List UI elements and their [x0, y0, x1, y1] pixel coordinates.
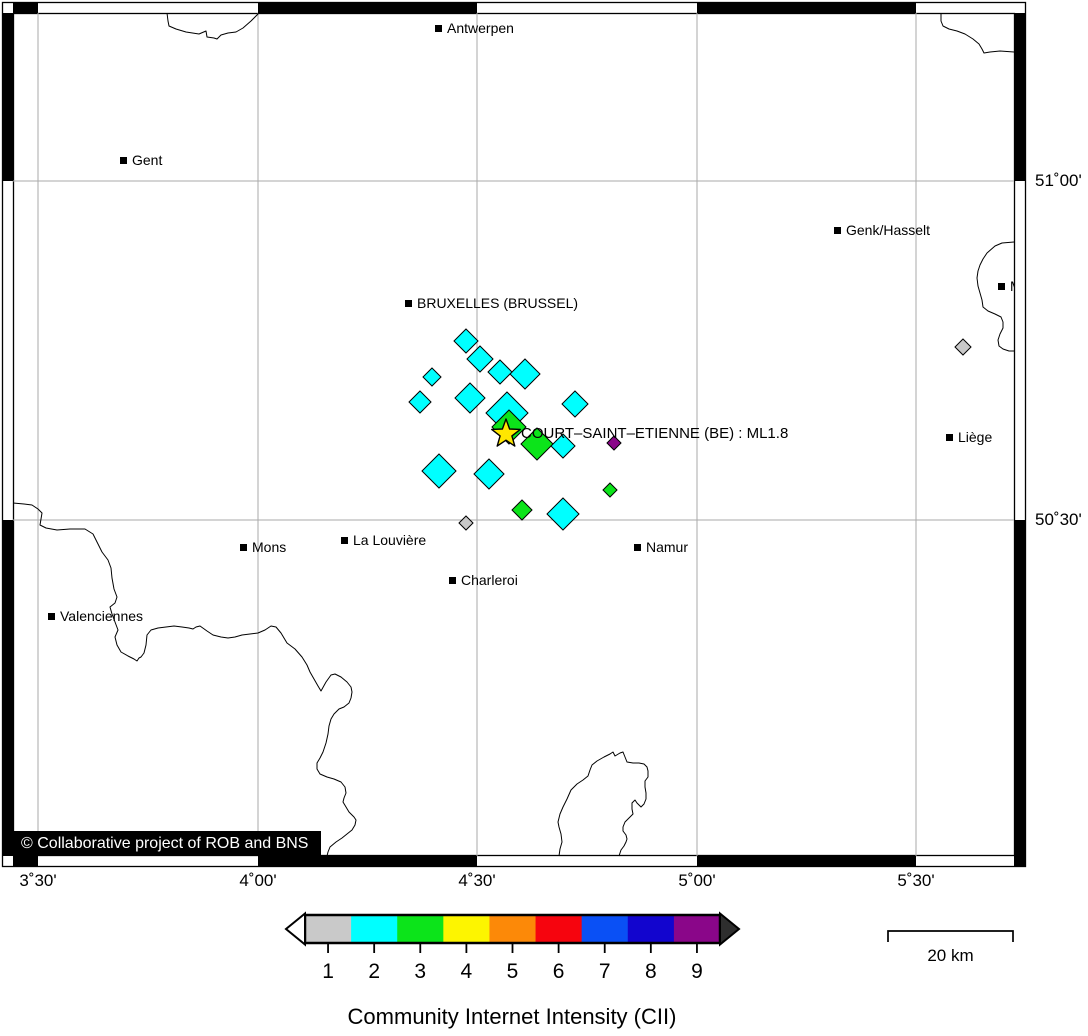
city-label: Liège [958, 429, 993, 445]
city-square-icon [634, 543, 641, 551]
intensity-diamond [520, 427, 554, 461]
intensity-diamond [561, 390, 589, 418]
colorbar-value-label: 4 [460, 960, 473, 983]
colorbar-value-label: 1 [322, 960, 334, 983]
x-axis-label: 5˚30' [897, 871, 935, 890]
colorbar-value-label: 7 [598, 960, 611, 983]
city-marker: Mons [240, 539, 286, 555]
colorbar-ticks [327, 944, 698, 953]
scalebar-label: 20 km [927, 946, 974, 965]
colorbar-cell [305, 915, 352, 943]
city-label: Antwerpen [447, 20, 514, 36]
city-square-icon [405, 299, 412, 307]
intensity-diamond [550, 433, 576, 459]
colorbar-cell [489, 915, 537, 943]
city-label: Gent [132, 152, 163, 168]
colorbar-value-label: 9 [691, 960, 703, 983]
city-label: La Louvière [353, 532, 427, 548]
intensity-diamond [453, 328, 479, 354]
border-france [12, 502, 357, 857]
x-axis-label: 3˚30' [19, 871, 57, 890]
colorbar-cell [673, 915, 721, 943]
intensity-diamond [422, 367, 442, 387]
city-label: Namur [646, 539, 689, 555]
intensity-diamond [954, 338, 972, 356]
map-area: Antwerpen Gent Genk/Hasselt M BRUXELLES (BRU… [13, 13, 1014, 856]
city-label: M [1010, 278, 1014, 294]
x-axis-label: 4˚00' [239, 871, 277, 890]
city-marker: Valenciennes [48, 608, 143, 624]
x-axis-label: 5˚00' [678, 871, 716, 890]
intensity-diamond [511, 499, 533, 521]
copyright-bar: © Collaborative project of ROB and BNS [13, 831, 321, 856]
colorbar-right-arrow-icon [719, 911, 741, 947]
graticule-gridlines [13, 13, 1014, 856]
epicenter-label: COURT–SAINT–ETIENNE (BE) : ML1.8 [521, 425, 789, 442]
x-axis-label: 4˚30' [458, 871, 496, 890]
cii-colorbar [284, 911, 741, 953]
city-marker: Gent [120, 152, 162, 168]
colorbar-cell [397, 915, 444, 943]
map-frame [1, 1, 1027, 868]
intensity-diamond [421, 453, 457, 489]
city-marker: Antwerpen [435, 20, 514, 36]
city-marker: Namur [634, 539, 688, 555]
colorbar-value-label: 5 [506, 960, 519, 983]
intensity-diamond [546, 497, 580, 531]
colorbar-cells [305, 915, 721, 943]
colorbar-cell [581, 915, 629, 943]
epicenter-star-icon [491, 418, 521, 447]
intensity-diamond [509, 358, 541, 390]
intensity-diamond [473, 458, 505, 490]
city-square-icon [435, 24, 442, 32]
city-label: Genk/Hasselt [846, 222, 931, 238]
colorbar-value-label: 3 [414, 960, 427, 983]
country-borders [12, 12, 1015, 857]
colorbar-cell [351, 915, 398, 943]
city-square-icon [240, 543, 247, 551]
city-square-icon [946, 433, 953, 441]
intensity-diamond [458, 515, 474, 531]
intensity-diamond [606, 435, 622, 451]
colorbar-cell [443, 915, 490, 943]
intensity-diamond [454, 382, 486, 414]
legend-title: Community Internet Intensity (CII) [347, 1004, 677, 1029]
city-label: Charleroi [461, 572, 518, 588]
city-square-icon [341, 536, 348, 544]
scalebar-bracket [887, 930, 1014, 942]
city-marker: Genk/Hasselt [834, 222, 930, 238]
city-marker: Charleroi [449, 572, 518, 588]
colorbar-left-arrow-icon [284, 911, 306, 947]
city-marker: Liège [946, 429, 992, 445]
colorbar-value-label: 2 [368, 960, 380, 983]
intensity-diamond [602, 482, 618, 498]
intensity-diamond [466, 345, 494, 373]
intensity-diamond [487, 359, 513, 385]
border-givet [557, 751, 649, 857]
colorbar-value-label: 8 [644, 960, 657, 983]
y-axis-label: 50˚30' [1035, 510, 1082, 529]
y-axis-label: 51˚00' [1035, 171, 1082, 190]
intensity-observations [408, 328, 972, 531]
city-label: BRUXELLES (BRUSSEL) [417, 295, 579, 311]
city-label: Mons [252, 539, 287, 555]
border-netherlands-west [166, 12, 260, 40]
city-label: Valenciennes [60, 608, 144, 624]
city-marker: La Louvière [341, 532, 426, 548]
colorbar-cell [535, 915, 583, 943]
city-square-icon [449, 576, 456, 584]
city-marker: M [998, 278, 1014, 294]
city-square-icon [998, 282, 1005, 290]
city-square-icon [48, 612, 55, 620]
border-maastricht [976, 241, 1015, 352]
city-marker: BRUXELLES (BRUSSEL) [405, 295, 578, 311]
city-square-icon [834, 226, 841, 234]
colorbar-cell [627, 915, 675, 943]
colorbar-value-label: 6 [552, 960, 565, 983]
border-netherlands-east [940, 13, 1015, 54]
city-square-icon [120, 156, 127, 164]
intensity-diamond [408, 390, 432, 414]
